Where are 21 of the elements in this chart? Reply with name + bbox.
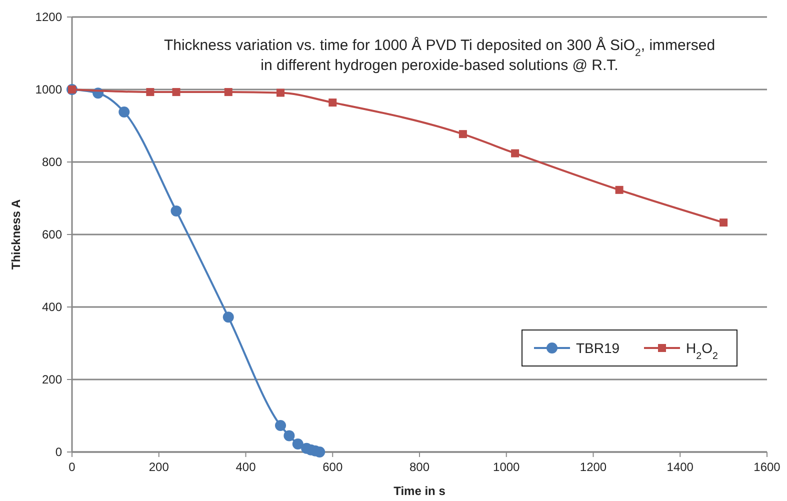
y-tick-label: 1000 <box>35 82 62 96</box>
y-tick-label: 400 <box>42 300 62 314</box>
x-axis-title: Time in s <box>394 484 446 498</box>
x-tick-label: 800 <box>409 460 430 474</box>
x-tick-label: 200 <box>148 460 170 474</box>
y-tick-label: 800 <box>42 155 62 169</box>
y-axis-title: Thickness A <box>9 199 23 270</box>
x-tick-label: 400 <box>236 460 256 474</box>
y-tick-label: 1200 <box>35 10 62 24</box>
x-tick-label: 1000 <box>493 460 520 474</box>
legend-label: TBR19 <box>576 340 620 356</box>
y-tick-label: 200 <box>42 372 62 386</box>
x-tick-label: 0 <box>68 460 76 474</box>
chart-title: Thickness variation vs. time for 1000 Å PVD Ti deposited on 300 Å SiO$_{2}$, immersed in different hydrogen peroxide-based solutions @ R.T. <box>164 37 716 74</box>
x-tick-label: 1600 <box>754 460 781 474</box>
y-tick-label: 0 <box>55 445 62 459</box>
y-tick-label: 600 <box>42 228 62 242</box>
x-tick-label: 600 <box>322 460 343 474</box>
x-tick-label: 1400 <box>666 460 694 474</box>
legend-label: H$_{2}$O$_{2}$ <box>686 340 718 362</box>
x-tick-label: 1200 <box>580 460 607 474</box>
